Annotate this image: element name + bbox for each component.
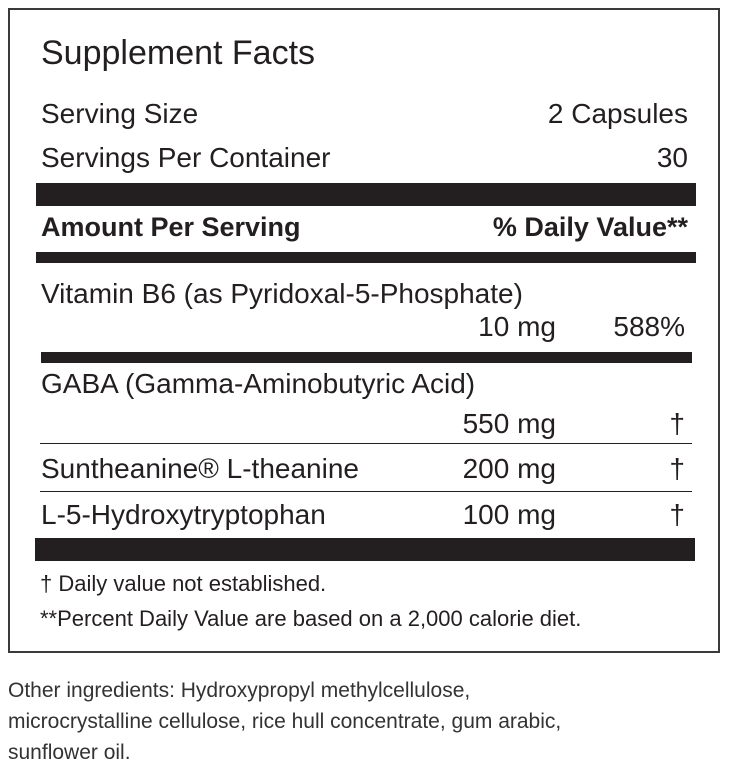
supplement-facts-panel	[8, 8, 720, 653]
vitamin-b6-amount: 10 mg	[478, 311, 556, 342]
divider-thin	[40, 443, 692, 444]
ingredient-amount: 550 mg	[462, 408, 556, 439]
divider-thick	[35, 538, 695, 561]
amount-per-serving-header: Amount Per Serving	[41, 212, 301, 242]
divider-medium	[36, 252, 696, 263]
ingredient-name: GABA (Gamma-Aminobutyric Acid)	[41, 368, 476, 399]
divider-thick	[36, 183, 696, 206]
footnote: † Daily value not established.	[40, 571, 327, 596]
ingredient-dv: †	[669, 453, 685, 484]
other-ingredients-line: microcrystalline cellulose, rice hull co…	[8, 710, 562, 733]
daily-value-header: % Daily Value**	[492, 212, 688, 242]
other-ingredients-line: sunflower oil.	[8, 741, 131, 764]
serving-size-label: Serving Size	[41, 98, 199, 129]
ingredient-name: Suntheanine® L-theanine	[41, 453, 359, 484]
divider-medium	[41, 352, 692, 363]
servings-per-container-label: Servings Per Container	[41, 142, 331, 173]
ingredient-dv: †	[669, 408, 685, 439]
footnote: **Percent Daily Value are based on a 2,0…	[40, 606, 582, 631]
vitamin-b6-dv: 588%	[613, 311, 685, 342]
servings-per-container-value: 30	[656, 142, 688, 173]
vitamin-b6-name: Vitamin B6 (as Pyridoxal-5-Phosphate)	[41, 278, 523, 309]
ingredient-amount: 100 mg	[462, 499, 556, 530]
panel-title: Supplement Facts	[41, 34, 316, 72]
other-ingredients-line: Other ingredients: Hydroxypropyl methylc…	[8, 679, 471, 702]
ingredient-name: L-5-Hydroxytryptophan	[41, 499, 326, 530]
divider-thin	[40, 491, 692, 492]
ingredient-amount: 200 mg	[462, 453, 556, 484]
serving-size-value: 2 Capsules	[547, 98, 688, 129]
ingredient-dv: †	[669, 499, 685, 530]
